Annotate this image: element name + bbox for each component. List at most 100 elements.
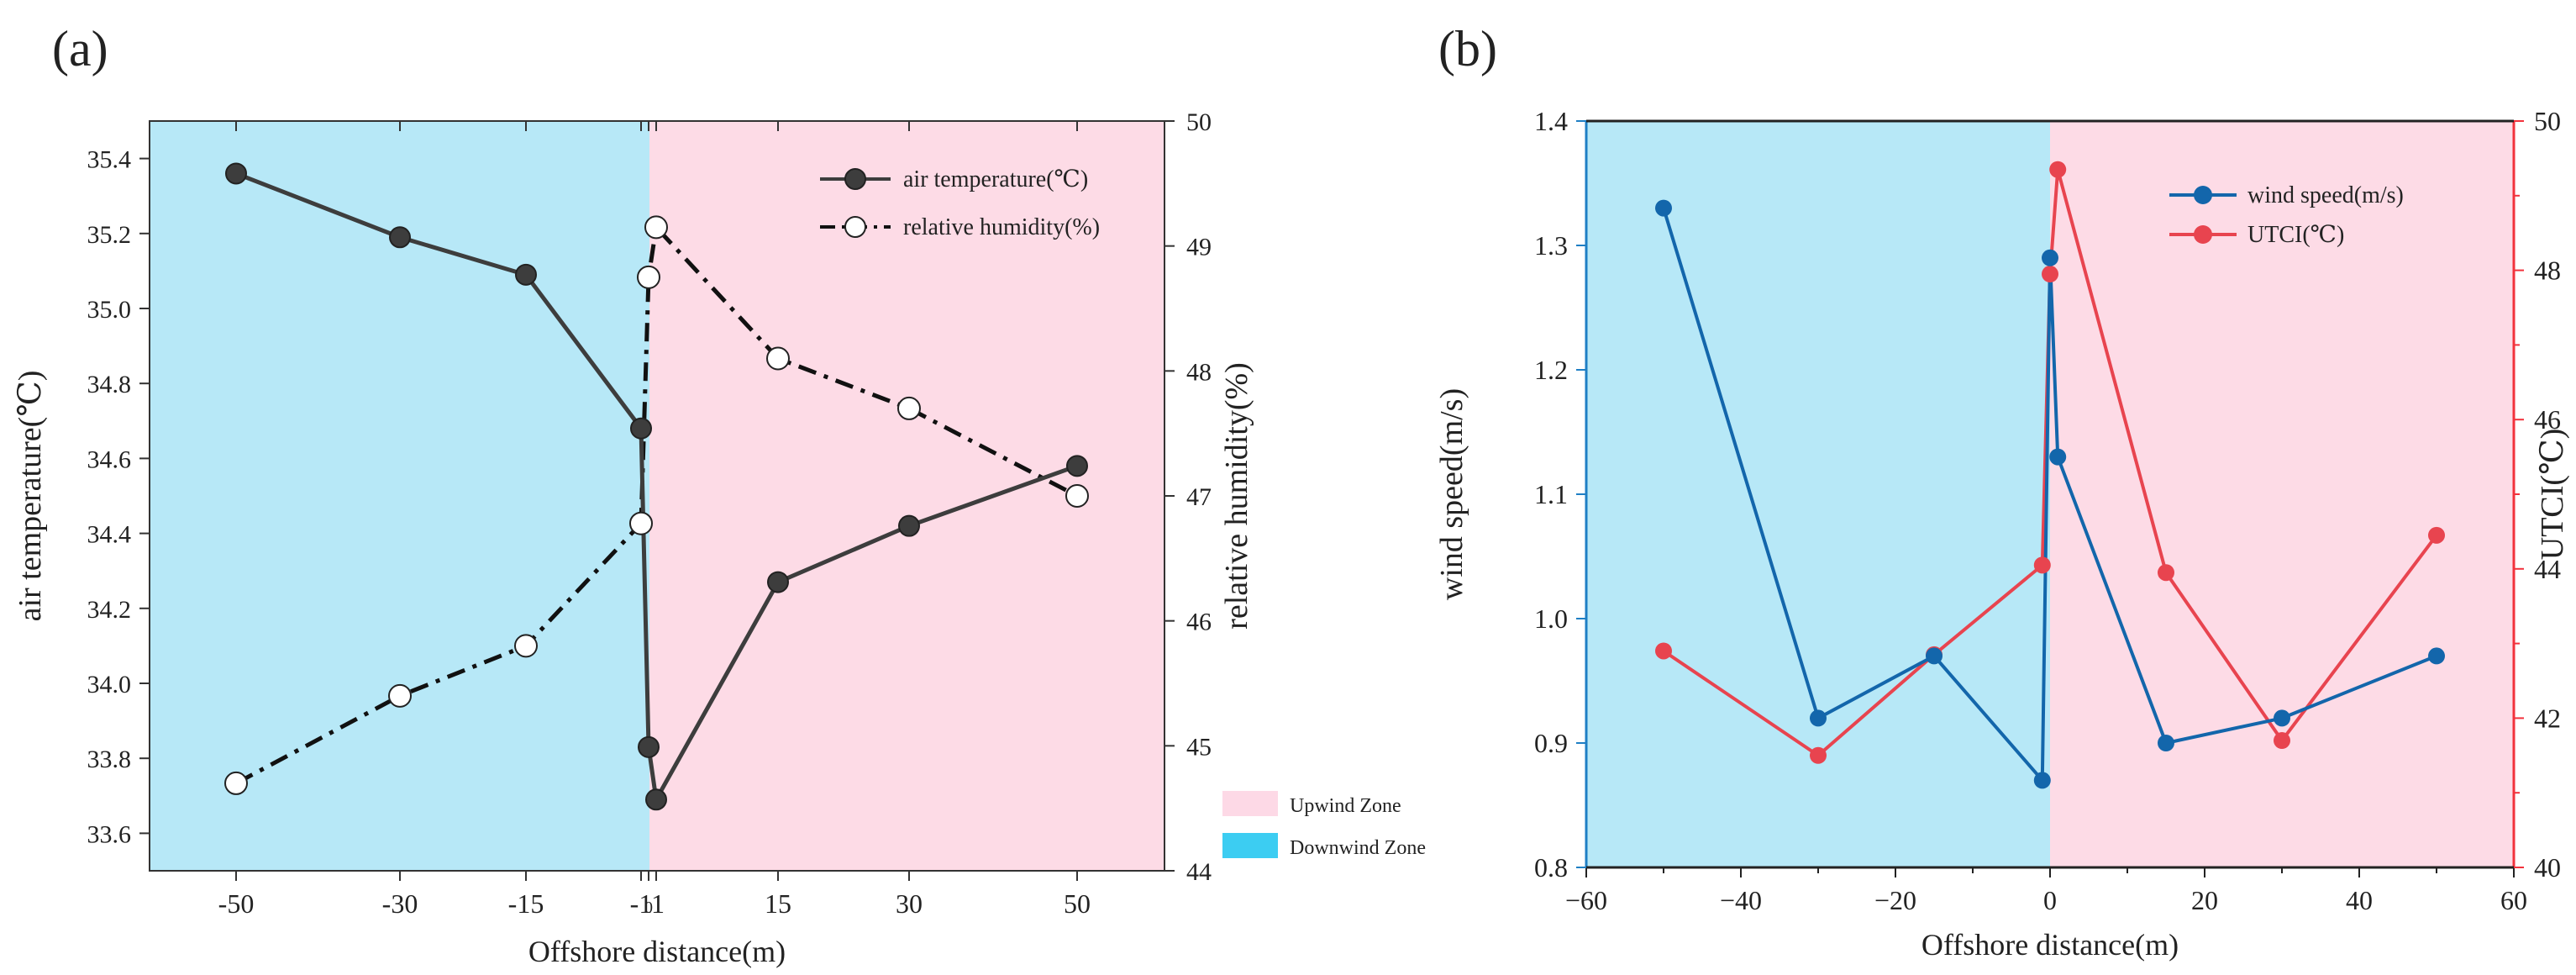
y-right-tick-label: 40 <box>2534 852 2561 883</box>
y-right-tick-label: 44 <box>2534 554 2561 584</box>
panel-a-series <box>224 162 1089 811</box>
data-point-wind-speed <box>2033 772 2051 789</box>
data-point-relative-humidity <box>224 771 248 795</box>
panel-a-ticks: -50 -30 -15 -1 15 30 50 10 33.6 33.8 34.0 34.2 34.4 3… <box>87 108 1212 919</box>
legend-label-upwind-zone: Upwind Zone <box>1290 795 1401 817</box>
y-left-tick-label: 35.0 <box>87 296 132 324</box>
legend-label-wind-speed: wind speed(m/s) <box>2247 182 2404 208</box>
panel-b-x-axis-label: Offshore distance(m) <box>1921 928 2179 962</box>
y-right-tick-label: 49 <box>1186 234 1212 261</box>
y-left-tick-label: 34.4 <box>87 521 132 549</box>
data-point-relative-humidity <box>514 634 538 658</box>
data-point-utci <box>1655 642 1672 660</box>
data-point-utci <box>2274 732 2290 750</box>
data-point-air-temperature <box>767 571 789 593</box>
y-right-tick-label: 46 <box>1186 609 1212 636</box>
legend-entry-wind-speed: wind speed(m/s) <box>2169 182 2404 208</box>
y-left-tick-label: 34.6 <box>87 445 132 473</box>
data-point-wind-speed <box>1926 647 1943 665</box>
x-tick-label-hidden: 0 <box>644 899 653 917</box>
y-right-tick-label: 48 <box>2534 256 2561 286</box>
y-right-tick-label: 44 <box>1186 858 1212 886</box>
x-tick-label: 15 <box>765 888 791 919</box>
legend-marker-air-temperature <box>844 168 866 190</box>
legend-swatch-downwind <box>1222 833 1278 858</box>
x-tick-label: 1 <box>651 888 665 919</box>
panel-b-series <box>1655 161 2445 789</box>
y-right-tick-label: 50 <box>1186 108 1212 136</box>
panel-b: (b) −60 −40 −20 0 20 40 600.80.91.01.11.21.31.… <box>1434 21 2570 962</box>
legend-entry-utci: UTCI(℃) <box>2169 222 2344 248</box>
data-point-wind-speed <box>2274 709 2290 727</box>
x-tick-label: 50 <box>1064 888 1091 919</box>
data-point-utci <box>2428 526 2445 544</box>
x-tick-label: 40 <box>2346 885 2373 915</box>
data-point-relative-humidity <box>1065 484 1089 508</box>
x-tick-label: -50 <box>218 888 255 919</box>
panel-a-legend: air temperature(℃) relative humidity(%) <box>820 166 1100 240</box>
panel-b-downwind-zone <box>1586 121 2050 867</box>
y-right-tick-label: 46 <box>2534 404 2561 435</box>
legend-label-air-temperature: air temperature(℃) <box>903 166 1088 192</box>
y-left-tick-label: 34.8 <box>87 371 132 398</box>
x-tick-label: 20 <box>2191 885 2218 915</box>
y-left-tick-label: 35.2 <box>87 221 132 249</box>
data-point-air-temperature <box>898 514 920 537</box>
data-point-utci <box>2158 564 2174 582</box>
y-right-tick-label: 50 <box>2534 106 2561 136</box>
y-left-tick-label: 1.2 <box>1534 355 1568 385</box>
y-left-tick-label: 0.9 <box>1534 728 1568 758</box>
y-left-tick-label: 33.6 <box>87 820 132 848</box>
y-left-tick-label: 1.0 <box>1534 603 1568 634</box>
x-tick-label: −20 <box>1874 885 1916 915</box>
x-tick-label: 60 <box>2500 885 2527 915</box>
x-tick-label: 30 <box>896 888 923 919</box>
legend-marker-utci <box>2194 225 2212 244</box>
legend-entry-relative-humidity: relative humidity(%) <box>820 214 1100 240</box>
data-point-relative-humidity <box>644 215 668 240</box>
data-point-relative-humidity <box>897 396 921 420</box>
y-left-tick-label: 34.2 <box>87 596 132 624</box>
panel-a-label: (a) <box>52 21 108 76</box>
panel-a-right-y-axis-label: relative humidity(%) <box>1219 362 1254 630</box>
panel-a-frame <box>149 120 1165 872</box>
y-right-tick-label: 42 <box>2534 703 2561 733</box>
legend-marker-relative-humidity <box>844 216 866 238</box>
data-point-air-temperature <box>1066 455 1088 477</box>
y-right-tick-label: 48 <box>1186 358 1212 386</box>
data-point-utci <box>2049 161 2067 178</box>
legend-label-relative-humidity: relative humidity(%) <box>903 214 1100 240</box>
data-point-relative-humidity <box>766 346 790 371</box>
data-point-wind-speed <box>1655 199 1672 217</box>
panel-a-x-axis-label: Offshore distance(m) <box>528 935 786 968</box>
panel-b-left-y-axis-label: wind speed(m/s) <box>1434 388 1469 600</box>
data-point-relative-humidity <box>637 265 660 289</box>
x-tick-label: -15 <box>508 888 544 919</box>
y-left-tick-label: 33.8 <box>87 746 132 773</box>
data-point-relative-humidity <box>388 683 412 708</box>
y-left-tick-label: 34.0 <box>87 671 132 698</box>
y-left-tick-label: 0.8 <box>1534 852 1568 883</box>
x-tick-label: -30 <box>382 888 418 919</box>
legend-entry-air-temperature: air temperature(℃) <box>820 166 1088 192</box>
panel-a-left-y-axis-label: air temperature(℃) <box>13 371 48 622</box>
data-point-utci <box>1810 746 1827 764</box>
panel-b-label: (b) <box>1438 21 1497 76</box>
data-point-utci <box>2033 556 2051 574</box>
zones-legend: Upwind Zone Downwind Zone <box>1222 791 1426 859</box>
data-point-air-temperature <box>645 788 667 811</box>
panel-a: (a) -50 -30 -15 -1 15 30 50 10 33.6 33.8 34.0 34.2 3… <box>13 21 1426 968</box>
data-point-air-temperature <box>638 735 660 758</box>
y-left-tick-label: 1.3 <box>1534 230 1568 261</box>
data-point-wind-speed <box>2042 249 2058 266</box>
data-point-air-temperature <box>389 226 411 249</box>
data-point-relative-humidity <box>629 511 653 535</box>
x-tick-label: −40 <box>1720 885 1762 915</box>
data-point-utci <box>2042 266 2058 283</box>
panel-b-right-y-axis-label: UTCI(℃) <box>2535 429 2570 560</box>
x-tick-label: -1 <box>630 888 653 919</box>
panel-b-legend: wind speed(m/s) UTCI(℃) <box>2169 182 2404 248</box>
y-left-tick-label: 1.1 <box>1534 479 1568 509</box>
x-tick-label: −60 <box>1565 885 1607 915</box>
